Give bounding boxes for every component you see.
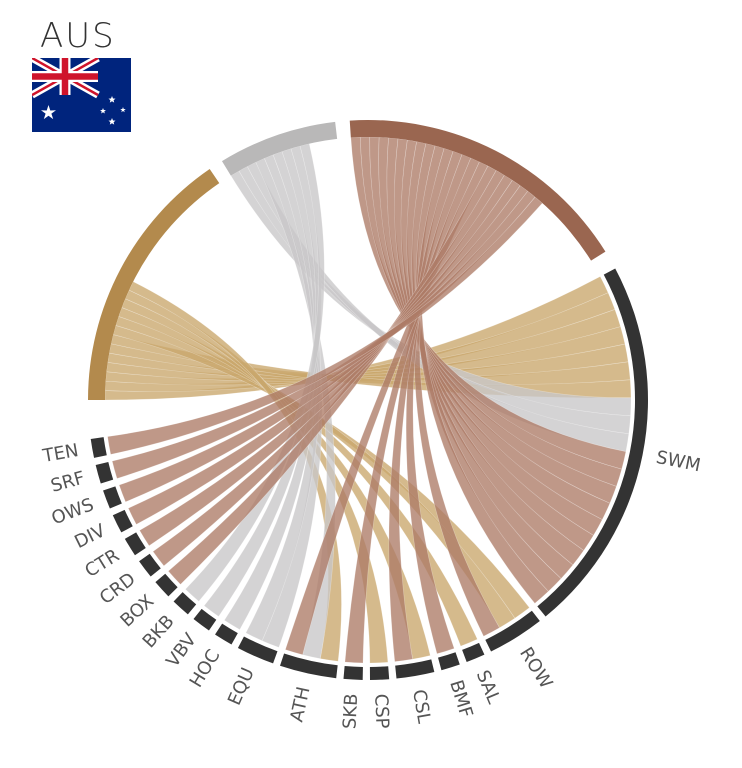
sport-label-srf: SRF xyxy=(49,467,88,496)
sport-arc-crd xyxy=(139,553,161,577)
sport-arc-ten xyxy=(90,437,107,458)
star-small-1-icon xyxy=(108,96,116,103)
sport-arc-ows xyxy=(103,486,122,509)
medal-arc-bronze xyxy=(349,120,606,261)
sport-label-ath: ATH xyxy=(286,685,314,724)
sport-label-ten: TEN xyxy=(40,440,80,467)
sport-arc-csp xyxy=(369,666,390,680)
star-small-4-icon xyxy=(108,118,116,125)
sport-arc-equ xyxy=(237,636,278,664)
sport-label-sal: SAL xyxy=(472,667,504,707)
country-code: AUS xyxy=(40,16,116,56)
sport-label-row: ROW xyxy=(515,644,556,693)
sport-arc-sal xyxy=(462,642,485,663)
sport-arc-srf xyxy=(95,462,114,484)
sport-arc-div xyxy=(112,509,133,533)
sport-label-csl: CSL xyxy=(408,688,434,725)
commonwealth-star-icon xyxy=(41,105,56,120)
sport-arc-skb xyxy=(343,665,363,680)
sport-label-csp: CSP xyxy=(370,693,392,729)
union-jack xyxy=(32,58,100,99)
sport-arc-box xyxy=(155,573,178,597)
sport-arc-csl xyxy=(395,659,435,679)
sport-label-div: DIV xyxy=(71,520,109,553)
star-small-2-icon xyxy=(100,108,106,114)
sport-arc-row xyxy=(485,610,540,652)
medal-arc-silver xyxy=(221,121,338,176)
sport-label-skb: SKB xyxy=(339,693,362,730)
medal-arc-gold xyxy=(88,169,220,400)
sport-arc-swm xyxy=(537,268,649,617)
group-arcs xyxy=(88,120,649,680)
sport-label-bmf: BMF xyxy=(445,678,476,721)
sport-arc-bmf xyxy=(438,652,460,671)
sport-arc-bkb xyxy=(173,592,197,615)
sport-label-equ: EQU xyxy=(224,665,259,709)
ribbon-silver-bkb xyxy=(184,143,325,602)
star-small-3-icon xyxy=(120,107,126,113)
sport-arc-ctr xyxy=(124,532,146,556)
sport-arc-vbv xyxy=(193,608,217,631)
medal-ribbons xyxy=(104,136,632,664)
sport-arc-ath xyxy=(280,653,338,679)
sport-label-swm: SWM xyxy=(654,447,702,476)
australian-flag-icon xyxy=(32,58,131,132)
ribbon-bronze-ten xyxy=(107,196,543,455)
sport-arc-hoc xyxy=(215,623,238,645)
